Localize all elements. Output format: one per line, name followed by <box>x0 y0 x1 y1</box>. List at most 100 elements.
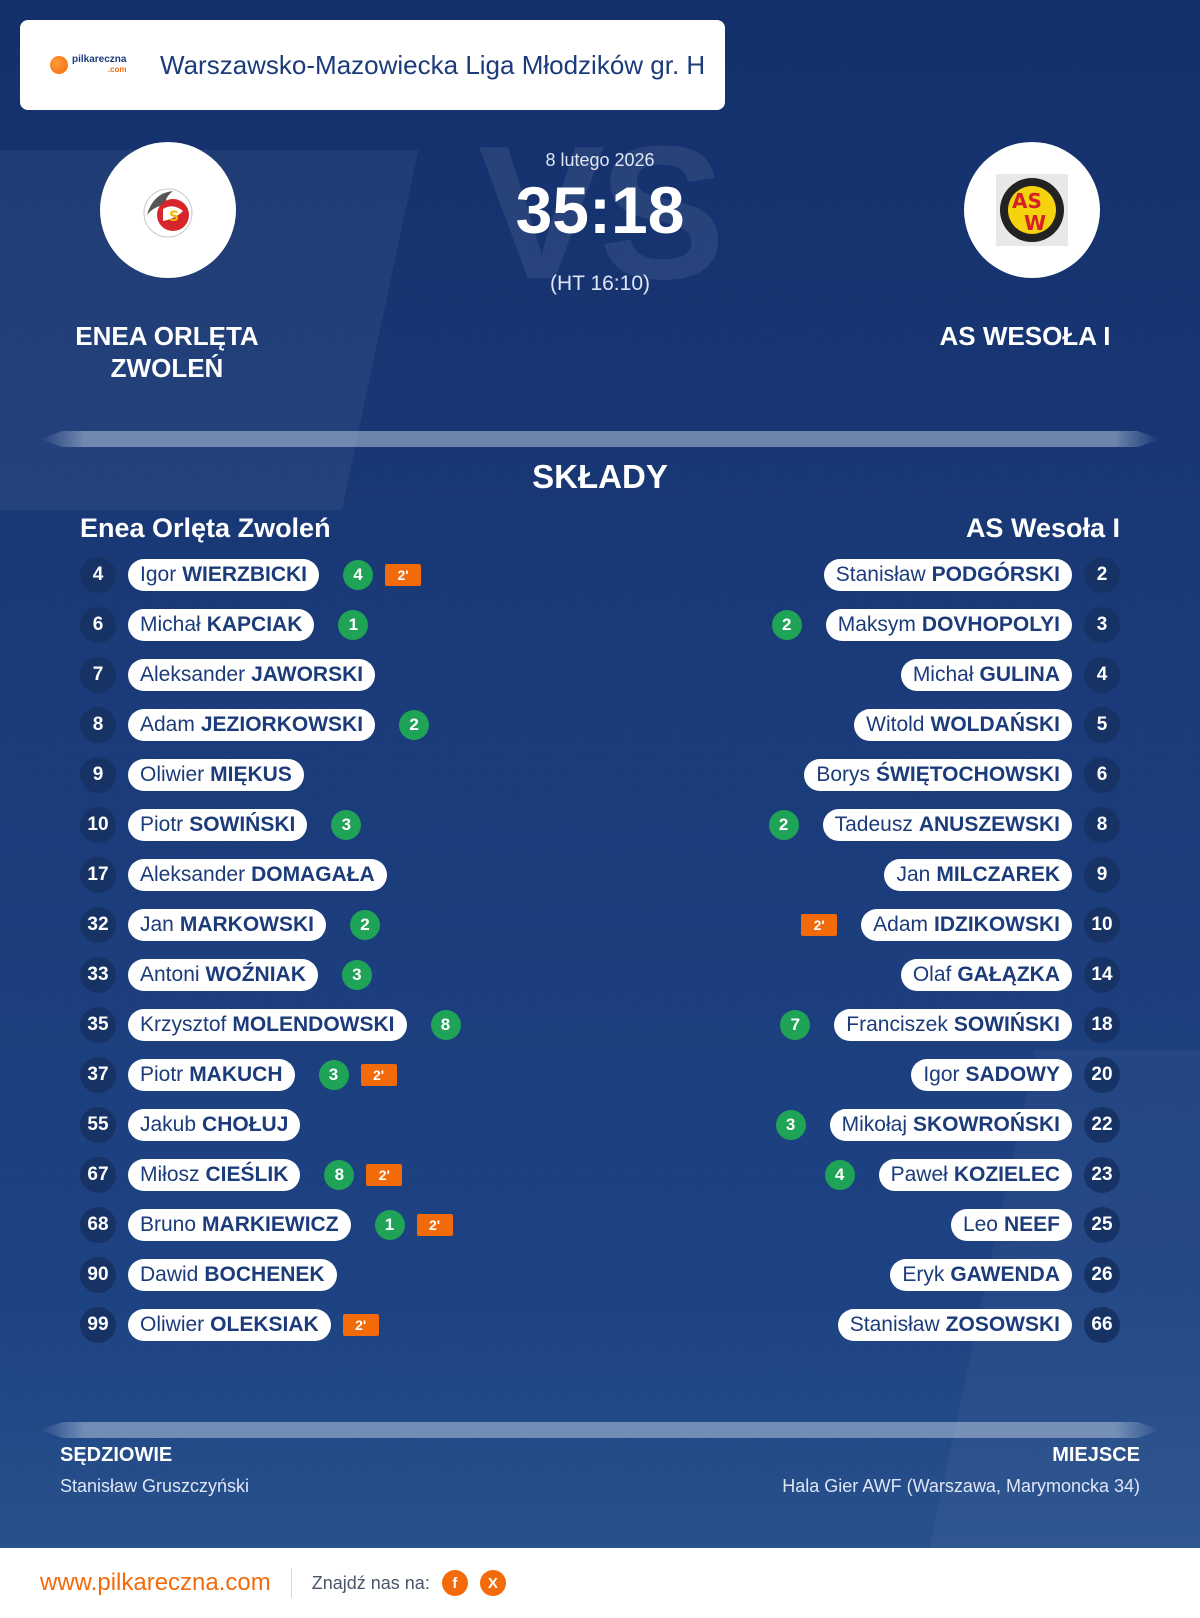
player-name[interactable]: Piotr SOWIŃSKI <box>128 809 308 841</box>
shirt-number: 4 <box>80 557 116 593</box>
facebook-icon[interactable]: f <box>441 1570 468 1596</box>
player-last-name: OLEKSIAK <box>210 1313 319 1336</box>
player-name[interactable]: Witold WOLDAŃSKI <box>854 709 1072 741</box>
shirt-number: 2 <box>1084 557 1120 593</box>
player-first-name: Dawid <box>140 1263 199 1286</box>
site-logo[interactable]: pilkareczna .com <box>50 45 140 85</box>
player-name[interactable]: Oliwier OLEKSIAK <box>128 1309 331 1341</box>
home-team-name[interactable]: ENEA ORLĘTA ZWOLEŃ <box>75 321 259 383</box>
referees-value: Stanisław Gruszczyński <box>60 1476 250 1496</box>
venue-value: Hala Gier AWF (Warszawa, Marymoncka 34) <box>782 1476 1140 1496</box>
player-name[interactable]: Jan MARKOWSKI <box>128 909 327 941</box>
player-last-name: MOLENDOWSKI <box>232 1013 395 1036</box>
home-crest-icon: S <box>143 188 193 238</box>
player-last-name: WIERZBICKI <box>182 563 308 586</box>
player-name[interactable]: Adam JEZIORKOWSKI <box>128 709 376 741</box>
vs-watermark: VS <box>478 107 725 319</box>
shirt-number: 32 <box>80 907 116 943</box>
goals-badge: 2 <box>768 810 799 840</box>
player-name[interactable]: Olaf GAŁĄZKA <box>900 959 1072 991</box>
shirt-number: 5 <box>1084 707 1120 743</box>
away-team-name[interactable]: AS WESOŁA I <box>939 321 1111 351</box>
player-last-name: MILCZAREK <box>936 863 1060 886</box>
shirt-number: 3 <box>1084 607 1120 643</box>
shirt-number: 55 <box>80 1107 116 1143</box>
player-row: Leo NEEF 25 <box>950 1207 1120 1243</box>
match-date: 8 lutego 2026 <box>545 150 655 170</box>
player-name[interactable]: Krzysztof MOLENDOWSKI <box>128 1009 407 1041</box>
player-name[interactable]: Oliwier MIĘKUS <box>128 759 304 791</box>
shirt-number: 10 <box>80 807 116 843</box>
player-last-name: DOMAGAŁA <box>251 863 375 886</box>
player-name[interactable]: Jan MILCZAREK <box>884 859 1072 891</box>
player-first-name: Antoni <box>140 963 200 986</box>
divider <box>40 431 1160 447</box>
player-name[interactable]: Aleksander DOMAGAŁA <box>128 859 387 891</box>
player-name[interactable]: Michał GULINA <box>900 659 1072 691</box>
player-first-name: Eryk <box>902 1263 945 1286</box>
player-name[interactable]: Maksym DOVHOPOLYI <box>825 609 1072 641</box>
player-row: 2 Maksym DOVHOPOLYI 3 <box>771 607 1120 643</box>
player-row: Stanisław ZOSOWSKI 66 <box>837 1307 1120 1343</box>
player-name[interactable]: Adam IDZIKOWSKI <box>861 909 1072 941</box>
shirt-number: 68 <box>80 1207 116 1243</box>
player-row: 90 Dawid BOCHENEK <box>80 1257 337 1293</box>
suspension-badge: 2' <box>416 1214 453 1236</box>
shirt-number: 8 <box>80 707 116 743</box>
player-first-name: Tadeusz <box>834 813 913 836</box>
player-name[interactable]: Paweł KOZIELEC <box>878 1159 1072 1191</box>
player-last-name: DOVHOPOLYI <box>921 613 1060 636</box>
player-last-name: SADOWY <box>965 1063 1061 1086</box>
player-first-name: Paweł <box>890 1163 948 1186</box>
player-name[interactable]: Jakub CHOŁUJ <box>128 1109 301 1141</box>
player-last-name: MARKIEWICZ <box>202 1213 339 1236</box>
player-name[interactable]: Dawid BOCHENEK <box>128 1259 337 1291</box>
player-name[interactable]: Eryk GAWENDA <box>890 1259 1072 1291</box>
player-row: Witold WOLDAŃSKI 5 <box>854 707 1120 743</box>
player-name[interactable]: Michał KAPCIAK <box>128 609 315 641</box>
player-first-name: Stanisław <box>849 1313 940 1336</box>
player-first-name: Krzysztof <box>140 1013 227 1036</box>
shirt-number: 90 <box>80 1257 116 1293</box>
player-name[interactable]: Antoni WOŹNIAK <box>128 959 318 991</box>
away-crest-icon: AS W <box>996 174 1068 246</box>
goals-badge: 2 <box>771 610 802 640</box>
player-name[interactable]: Igor SADOWY <box>911 1059 1072 1091</box>
player-first-name: Igor <box>923 1063 960 1086</box>
x-icon[interactable]: X <box>479 1570 506 1596</box>
player-name[interactable]: Bruno MARKIEWICZ <box>128 1209 351 1241</box>
site-link[interactable]: www.pilkareczna.com <box>40 1569 271 1596</box>
shirt-number: 8 <box>1084 807 1120 843</box>
player-name[interactable]: Tadeusz ANUSZEWSKI <box>822 809 1072 841</box>
player-last-name: JEZIORKOWSKI <box>200 713 364 736</box>
player-name[interactable]: Franciszek SOWIŃSKI <box>834 1009 1072 1041</box>
home-crest[interactable]: S <box>100 142 236 278</box>
player-name[interactable]: Stanisław PODGÓRSKI <box>823 559 1072 591</box>
player-row: 7 Aleksander JAWORSKI <box>80 657 376 693</box>
player-name[interactable]: Igor WIERZBICKI <box>128 559 320 591</box>
logo-sub: .com <box>107 65 127 74</box>
shirt-number: 25 <box>1084 1207 1120 1243</box>
player-name[interactable]: Piotr MAKUCH <box>128 1059 295 1091</box>
player-name[interactable]: Mikołaj SKOWROŃSKI <box>829 1109 1072 1141</box>
player-row: 33 Antoni WOŹNIAK 3 <box>80 957 372 993</box>
player-row: Olaf GAŁĄZKA 14 <box>900 957 1120 993</box>
player-row: 17 Aleksander DOMAGAŁA <box>80 857 387 893</box>
player-last-name: IDZIKOWSKI <box>934 913 1060 936</box>
goals-badge: 8 <box>430 1010 461 1040</box>
player-row: 4 Igor WIERZBICKI 4 2' <box>80 557 422 593</box>
player-name[interactable]: Leo NEEF <box>950 1209 1072 1241</box>
player-row: 6 Michał KAPCIAK 1 <box>80 607 369 643</box>
away-crest[interactable]: AS W <box>964 142 1100 278</box>
home-squad-title: Enea Orlęta Zwoleń <box>80 513 331 543</box>
player-name[interactable]: Miłosz CIEŚLIK <box>128 1159 301 1191</box>
player-row: 8 Adam JEZIORKOWSKI 2 <box>80 707 430 743</box>
player-first-name: Michał <box>912 663 974 686</box>
player-row: 55 Jakub CHOŁUJ <box>80 1107 301 1143</box>
player-last-name: GAWENDA <box>950 1263 1060 1286</box>
player-first-name: Olaf <box>912 963 952 986</box>
player-name[interactable]: Stanisław ZOSOWSKI <box>837 1309 1072 1341</box>
player-name[interactable]: Borys ŚWIĘTOCHOWSKI <box>804 759 1072 791</box>
player-last-name: JAWORSKI <box>251 663 364 686</box>
player-name[interactable]: Aleksander JAWORSKI <box>128 659 376 691</box>
